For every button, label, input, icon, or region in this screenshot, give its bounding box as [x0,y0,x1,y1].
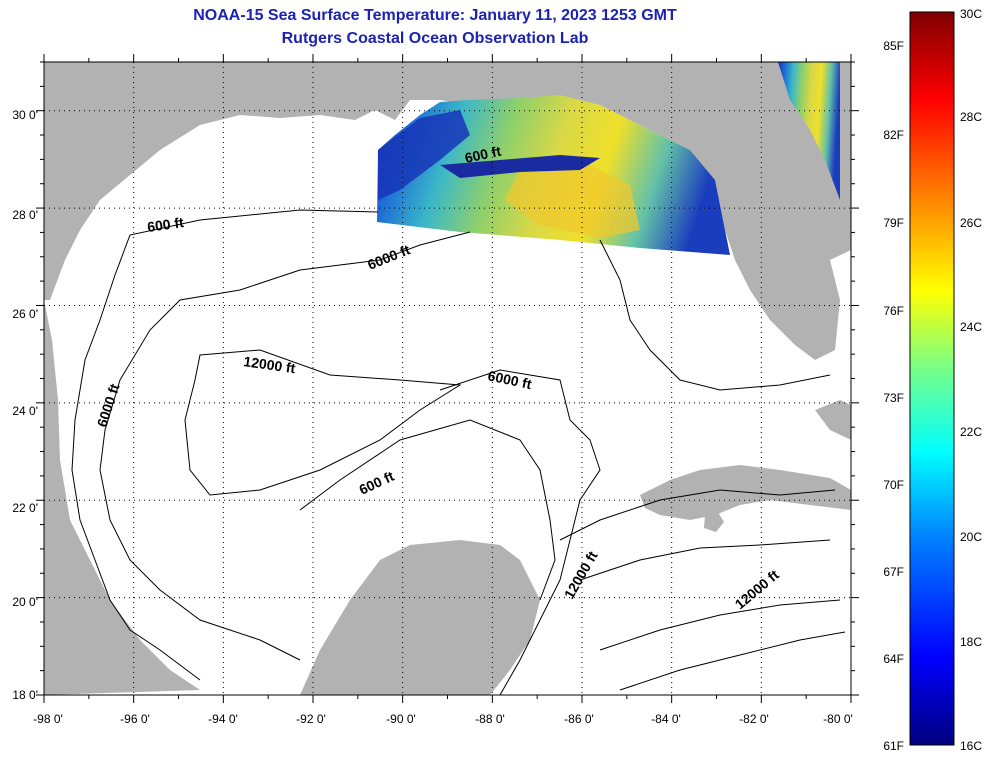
contour-600ft-north [71,209,379,681]
contour-600ft-yucatan [299,419,556,601]
us-coast-land [44,62,851,360]
lon-tick-label: -84 0' [651,712,681,726]
lon-axis: -98 0' -96 0' -94 0' -92 0' -90 0' -88 0… [33,712,853,726]
colorbar-scale [909,11,955,746]
sst-cool-shelf [378,110,470,200]
colorbar-f-label: 85F [883,39,904,53]
colorbar-f-label: 76F [883,304,904,318]
lon-tick-label: -80 0' [823,712,853,726]
contour-caribbean-c [599,599,841,651]
colorbar-c-label: 18C [960,635,982,649]
isla-juventud-land [704,512,724,532]
contour-caribbean-a [559,489,836,541]
axis-ticks [36,54,859,703]
graticule [44,62,851,695]
contour-caribbean-d [619,631,846,691]
lon-tick-label: -86 0' [564,712,594,726]
lat-tick-label: 22 0' [12,501,38,515]
lat-tick-label: 24 0' [12,404,38,418]
mexico-land [44,300,200,695]
lon-tick-label: -88 0' [475,712,505,726]
colorbar-f-label: 73F [883,391,904,405]
colorbar-c-label: 26C [960,216,982,230]
lon-tick-label: -82 0' [739,712,769,726]
lon-tick-label: -96 0' [120,712,150,726]
lat-tick-label: 30 0' [12,108,38,122]
map-title: NOAA-15 Sea Surface Temperature: January… [193,7,677,24]
sst-warm-core [505,160,640,238]
colorbar-f-label: 79F [883,216,904,230]
colorbar-c-label: 28C [960,110,982,124]
colorbar-f-label: 61F [883,739,904,753]
bahamas-land [815,400,851,440]
contour-caribbean-b [579,539,831,581]
sst-florida-east [778,62,840,200]
contour-label: 12000 ft [243,353,297,376]
lat-tick-label: 20 0' [12,595,38,609]
colorbar: 85F 82F 79F 76F 73F 70F 67F 64F 61F 30C … [883,7,982,753]
colorbar-c-label: 16C [960,739,982,753]
map-subtitle: Rutgers Coastal Ocean Observation Lab [281,30,589,47]
lat-tick-label: 28 0' [12,208,38,222]
lat-tick-label: 26 0' [12,307,38,321]
lat-tick-label: 18 0' [12,688,38,702]
yucatan-land [300,540,540,695]
contour-florida-shelf [599,239,831,391]
contour-12000ft [184,349,462,496]
colorbar-c-label: 22C [960,425,982,439]
lon-tick-label: -92 0' [296,712,326,726]
colorbar-c-label: 20C [960,530,982,544]
lon-tick-label: -90 0' [386,712,416,726]
contour-label: 600 ft [463,143,502,166]
colorbar-c-labels: 30C 28C 26C 24C 22C 20C 18C 16C [960,7,982,753]
contour-label: 600 ft [146,214,185,235]
lon-tick-label: -94 0' [208,712,238,726]
colorbar-f-label: 67F [883,565,904,579]
map-panel: 600 ft 6000 ft 12000 ft 6000 ft 6000 ft … [44,62,851,695]
contour-6000ft-north [99,231,471,661]
colorbar-c-label: 24C [960,320,982,334]
contour-6000ft-east [439,369,601,695]
colorbar-f-label: 64F [883,652,904,666]
colorbar-c-label: 30C [960,7,982,21]
colorbar-f-label: 82F [883,128,904,142]
sst-cold-band [440,155,600,178]
colorbar-f-label: 70F [883,478,904,492]
lon-tick-label: -98 0' [33,712,63,726]
lat-axis: 30 0' 28 0' 26 0' 24 0' 22 0' 20 0' 18 0… [12,108,38,702]
colorbar-f-labels: 85F 82F 79F 76F 73F 70F 67F 64F 61F [883,39,904,753]
